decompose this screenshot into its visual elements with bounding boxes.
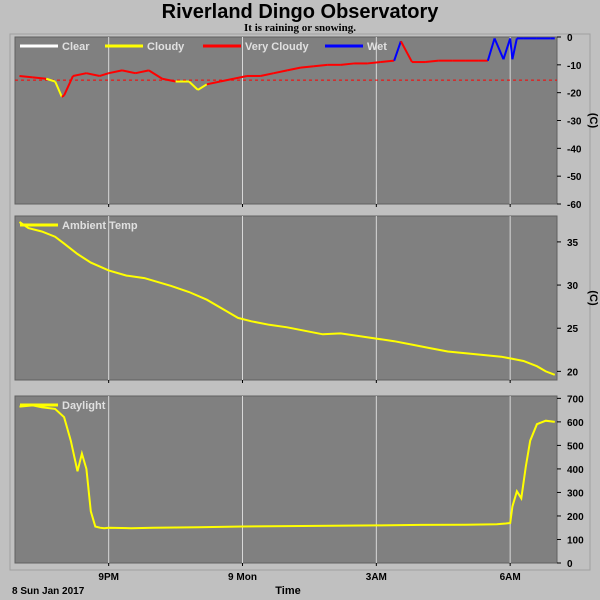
sky-temp-segment: [393, 40, 402, 61]
sky-temp-segment: [135, 69, 150, 75]
sky-temp-segment: [286, 66, 301, 72]
plot-area: [14, 215, 558, 381]
sky-temp-segment: [399, 40, 413, 63]
y-axis-label: (C): [587, 113, 599, 129]
y-tick-label: 30: [567, 281, 579, 292]
sky-temp-segment: [197, 83, 208, 91]
sky-temp-segment: [108, 69, 123, 75]
plot-area: [14, 36, 558, 205]
sky-temp-segment: [273, 69, 288, 75]
y-tick-label: 100: [567, 535, 584, 546]
sky-temp-segment: [486, 38, 496, 61]
x-tick-label: 3AM: [366, 572, 387, 583]
x-tick-label: 9 Mon: [228, 572, 257, 583]
sky-temp-segment: [188, 80, 199, 91]
sky-temp-segment: [233, 74, 248, 80]
y-tick-label: 20: [567, 367, 579, 378]
y-tick-label: 0: [567, 559, 573, 570]
sky-temp-segment: [493, 37, 505, 60]
y-tick-label: -10: [567, 61, 582, 72]
x-tick-label: 9PM: [98, 572, 119, 583]
x-axis-label: Time: [275, 585, 300, 597]
sky-temp-segment: [340, 62, 355, 66]
y-tick-label: 300: [567, 488, 584, 499]
sky-temp-segment: [511, 38, 518, 60]
legend-label: Very Cloudy: [245, 41, 309, 53]
sky-temp-segment: [300, 65, 314, 69]
y-tick-label: -30: [567, 117, 582, 128]
y-tick-label: 25: [567, 324, 579, 335]
x-tick-label: 6AM: [500, 572, 521, 583]
y-tick-label: -50: [567, 172, 582, 183]
sky-temp-segment: [121, 69, 136, 75]
sky-temp-segment: [380, 59, 395, 64]
y-axis-label: (C): [587, 290, 599, 306]
sky-temp-segment: [502, 38, 512, 60]
page-title: Riverland Dingo Observatory: [161, 1, 439, 23]
sky-temp-segment: [206, 80, 221, 86]
sky-temp-segment: [45, 77, 56, 83]
page-subtitle: It is raining or snowing.: [244, 22, 356, 34]
y-tick-label: -20: [567, 89, 582, 100]
sky-temp-segment: [86, 72, 100, 77]
x-start-label: 8 Sun Jan 2017: [12, 586, 85, 597]
sky-temp-segment: [32, 76, 47, 80]
sky-temp-segment: [367, 61, 381, 65]
panel-daylight: 0 100 200 300 400 500 600 700 Daylight: [14, 394, 584, 570]
sky-temp-segment: [61, 94, 65, 98]
y-tick-label: 700: [567, 394, 584, 405]
panel-sky: 0 -10 -20 -30 -40 -50 -60 (C) Clear Cloudy Very Cl…: [14, 33, 599, 211]
sky-temp-segment: [509, 38, 514, 60]
sky-temp-segment: [219, 77, 234, 83]
sky-temp-segment: [19, 74, 33, 79]
legend-label: Ambient Temp: [62, 220, 138, 232]
sky-temp-segment: [54, 81, 63, 98]
chart-frame: [9, 33, 591, 571]
legend-label: Wet: [367, 41, 387, 53]
sky-temp-segment: [260, 72, 274, 77]
y-tick-label: 600: [567, 418, 584, 429]
y-tick-label: 500: [567, 441, 584, 452]
sky-temp-segment: [72, 72, 87, 77]
sky-temp-segment: [63, 75, 74, 96]
panel-ambient: 20 25 30 35 (C) Ambient Temp: [14, 215, 599, 383]
daylight-series-line: [19, 404, 555, 530]
legend-label: Daylight: [62, 400, 106, 412]
sky-temp-segment: [99, 72, 109, 77]
y-tick-label: -40: [567, 144, 582, 155]
sky-temp-segment: [313, 63, 328, 68]
y-tick-label: 0: [567, 33, 573, 44]
y-tick-label: 200: [567, 512, 584, 523]
sky-temp-segment: [148, 69, 163, 80]
y-tick-label: 400: [567, 465, 584, 476]
legend-label: Clear: [62, 41, 90, 53]
y-tick-label: -60: [567, 200, 582, 211]
legend-label: Cloudy: [147, 41, 185, 53]
plot-area: [14, 395, 558, 564]
sky-temp-segment: [162, 77, 176, 83]
y-tick-label: 35: [567, 238, 579, 249]
sky-temp-segment: [425, 59, 439, 64]
ambient-series-line: [18, 221, 556, 376]
